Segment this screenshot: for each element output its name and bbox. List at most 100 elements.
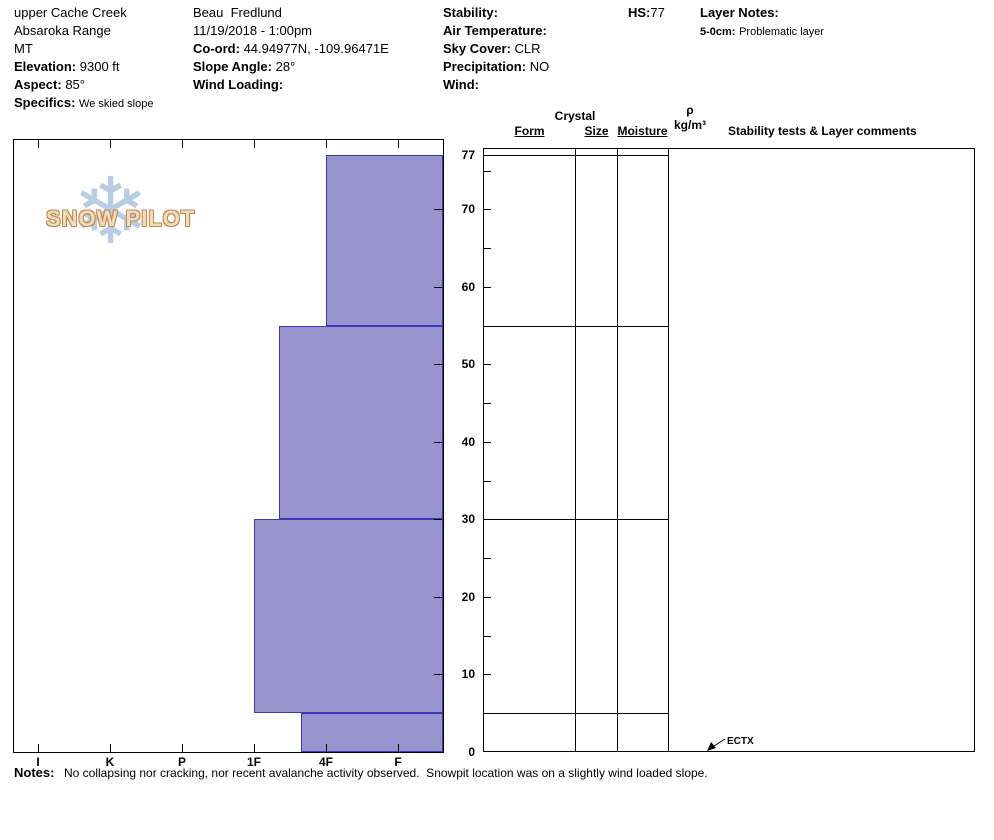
layer-boundary-line — [484, 155, 668, 156]
aspect-label: Aspect: — [14, 77, 62, 92]
grid-vertical-line — [668, 149, 669, 751]
stability-label: Stability: — [443, 5, 498, 20]
hs-value: 77 — [650, 5, 665, 20]
depth-axis-label: 10 — [461, 667, 475, 682]
grid-vertical-line — [575, 149, 576, 751]
specifics-line: Specifics: We skied slope — [14, 94, 153, 113]
grid-depth-tick — [484, 441, 491, 443]
location-block: upper Cache Creek Absaroka Range MT Elev… — [14, 4, 153, 113]
aspect-line: Aspect: 85° — [14, 76, 153, 94]
size-column-header: Size — [584, 124, 609, 138]
air-temp-line: Air Temperature: — [443, 22, 549, 40]
ectx-test-label: ECTX — [727, 736, 754, 747]
hardness-tick-bottom — [110, 744, 111, 752]
snowpilot-logo-text: SNOW PILOT — [46, 206, 196, 231]
hardness-tick-top — [326, 140, 327, 148]
snowflake-icon: ❄ — [72, 161, 150, 263]
wind-loading-line: Wind Loading: — [193, 76, 389, 94]
sky-cover-value: CLR — [514, 41, 541, 56]
snow-layer-bar — [279, 325, 443, 520]
conditions-block: Stability: Air Temperature: Sky Cover: C… — [443, 4, 549, 94]
pit-name: upper Cache Creek — [14, 5, 127, 20]
aspect-value: 85° — [65, 77, 85, 92]
depth-tick — [434, 596, 442, 598]
grid-depth-tick — [484, 674, 491, 676]
layer-data-grid — [483, 148, 975, 752]
hardness-tick-bottom — [182, 744, 183, 752]
grid-vertical-line — [617, 149, 618, 751]
notes-text: No collapsing nor cracking, nor recent a… — [64, 766, 708, 780]
depth-tick — [434, 364, 442, 366]
density-unit-header: kg/m³ — [673, 118, 706, 132]
hardness-tick-top — [254, 140, 255, 148]
layer-notes-block: Layer Notes: 5-0cm: Problematic layer — [700, 4, 824, 41]
hardness-tick-top — [398, 140, 399, 148]
layer-note-depth: 5-0cm: — [700, 26, 736, 38]
hardness-tick-top — [38, 140, 39, 148]
air-temp-label: Air Temperature: — [443, 23, 547, 38]
slope-angle-value: 28° — [275, 59, 296, 74]
depth-axis-label: 70 — [461, 202, 475, 217]
layer-boundary-line — [484, 519, 668, 521]
elevation-line: Elevation: 9300 ft — [14, 58, 153, 76]
snow-layer-bar — [300, 713, 443, 752]
coord-value: 44.94977N, -109.96471E — [243, 41, 389, 56]
form-column-header: Form — [514, 124, 545, 138]
grid-depth-tick — [484, 170, 491, 172]
elevation-value: 9300 ft — [79, 59, 120, 74]
precip-label: Precipitation: — [443, 59, 527, 74]
grid-depth-tick — [484, 403, 491, 405]
elevation-label: Elevation: — [14, 59, 77, 74]
observation-datetime: 11/19/2018 - 1:00pm — [193, 23, 313, 38]
hardness-tick-bottom — [398, 744, 399, 752]
layer-notes-header: Layer Notes: — [700, 5, 779, 20]
sky-cover-line: Sky Cover: CLR — [443, 40, 549, 58]
depth-axis-label: 77 — [461, 148, 475, 162]
hs-label: HS: — [628, 5, 651, 20]
layer-boundary-line — [484, 325, 668, 327]
grid-depth-tick — [484, 713, 491, 715]
precip-value: NO — [529, 59, 550, 74]
comments-column-header: Stability tests & Layer comments — [728, 124, 917, 138]
grid-depth-tick — [484, 480, 491, 482]
grid-depth-tick — [484, 635, 491, 637]
specifics-label: Specifics: — [14, 95, 76, 110]
stability-line: Stability: — [443, 4, 549, 22]
observer-name: Beau Fredlund — [193, 5, 282, 20]
depth-tick — [434, 519, 442, 521]
depth-tick — [434, 441, 442, 443]
snow-layer-bar — [254, 519, 443, 714]
precip-line: Precipitation: NO — [443, 58, 549, 76]
depth-axis-label: 20 — [461, 589, 475, 604]
mountain-range: Absaroka Range — [14, 23, 111, 38]
layer-note-text: Problematic layer — [739, 26, 825, 38]
depth-axis-label: 0 — [468, 745, 475, 759]
hardness-tick-bottom — [326, 744, 327, 752]
specifics-value: We skied slope — [79, 98, 154, 110]
hardness-tick-bottom — [38, 744, 39, 752]
moisture-column-header: Moisture — [617, 124, 668, 138]
hs-line: HS:77 — [628, 4, 665, 22]
depth-tick — [434, 209, 442, 211]
depth-tick — [434, 674, 442, 676]
state: MT — [14, 41, 33, 56]
density-symbol-header: ρ — [686, 103, 694, 117]
coord-label: Co-ord: — [193, 41, 240, 56]
grid-depth-tick — [484, 596, 491, 598]
snow-layer-bar — [326, 155, 443, 326]
ectx-arrow-icon — [707, 738, 726, 751]
grid-depth-tick — [484, 364, 491, 366]
wind-loading-label: Wind Loading: — [193, 77, 284, 92]
wind-label: Wind: — [443, 77, 479, 92]
notes-label: Notes: — [14, 765, 55, 780]
depth-axis-label: 30 — [461, 512, 475, 527]
depth-axis-label: 60 — [461, 279, 475, 294]
grid-depth-tick — [484, 209, 491, 211]
sky-cover-label: Sky Cover: — [443, 41, 511, 56]
depth-axis-label: 50 — [461, 357, 475, 372]
slope-angle-label: Slope Angle: — [193, 59, 272, 74]
slope-angle-line: Slope Angle: 28° — [193, 58, 389, 76]
depth-axis: 0 10 20 30 40 50 60 70 77 — [441, 140, 475, 760]
crystal-header: Crystal — [554, 109, 596, 123]
grid-depth-tick — [484, 558, 491, 560]
